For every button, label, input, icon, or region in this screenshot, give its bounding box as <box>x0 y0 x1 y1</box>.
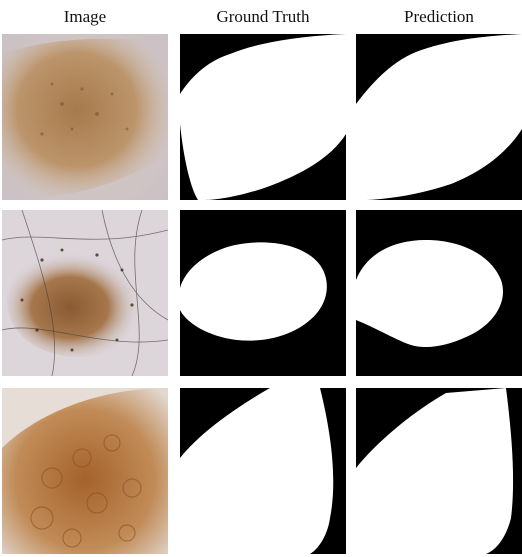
row2-prediction-mask <box>356 210 522 376</box>
row2-ground-truth-mask <box>180 210 346 376</box>
row1-ground-truth-mask <box>180 34 346 200</box>
column-header-image: Image <box>63 7 107 26</box>
row1-prediction-mask <box>356 34 522 200</box>
row3-prediction-mask <box>356 388 522 554</box>
row2-dermoscopy-image <box>2 210 168 376</box>
column-header-ground-truth: Ground Truth <box>216 7 310 26</box>
row3-dermoscopy-image <box>2 388 168 554</box>
row1-dermoscopy-image <box>2 34 168 200</box>
row3-ground-truth-mask <box>180 388 346 554</box>
column-header-prediction: Prediction <box>404 7 474 26</box>
